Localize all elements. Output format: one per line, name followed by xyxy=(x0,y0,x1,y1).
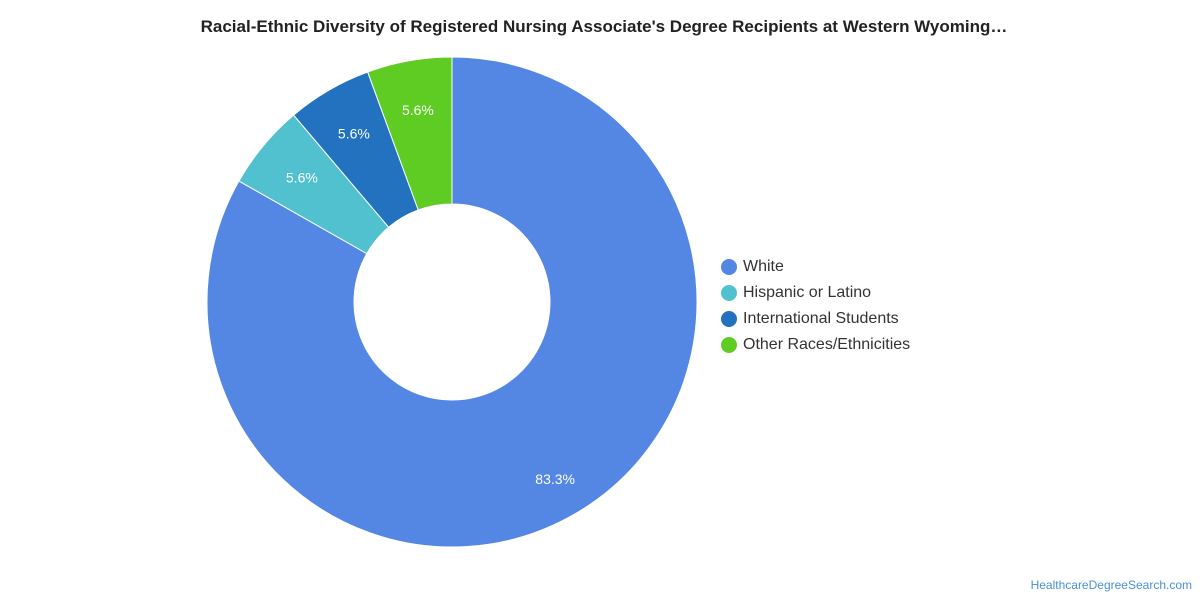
legend-swatch-hispanic-or-latino xyxy=(721,285,737,301)
legend-item-hispanic-or-latino[interactable]: Hispanic or Latino xyxy=(721,280,910,306)
legend-item-white[interactable]: White xyxy=(721,254,910,280)
slice-label-hispanic-or-latino: 5.6% xyxy=(286,170,318,186)
slice-other-races-ethnicities[interactable] xyxy=(367,56,453,211)
legend-item-other-races-ethnicities[interactable]: Other Races/Ethnicities xyxy=(721,332,910,358)
slice-white[interactable] xyxy=(206,56,698,548)
site-watermark-link[interactable]: HealthcareDegreeSearch.com xyxy=(1030,578,1192,592)
legend: White Hispanic or Latino International S… xyxy=(721,254,910,358)
legend-swatch-international-students xyxy=(721,311,737,327)
legend-swatch-other-races-ethnicities xyxy=(721,337,737,353)
legend-label-white: White xyxy=(743,258,784,275)
slice-label-white: 83.3% xyxy=(535,471,575,487)
legend-label-international-students: International Students xyxy=(743,310,899,327)
legend-item-international-students[interactable]: International Students xyxy=(721,306,910,332)
legend-label-hispanic-or-latino: Hispanic or Latino xyxy=(743,284,872,301)
slice-label-other-races-ethnicities: 5.6% xyxy=(402,102,434,118)
legend-swatch-white xyxy=(721,259,737,275)
legend-label-other-races-ethnicities: Other Races/Ethnicities xyxy=(743,336,911,353)
chart-title: Racial-Ethnic Diversity of Registered Nu… xyxy=(200,17,1008,36)
slice-label-international-students: 5.6% xyxy=(338,125,370,141)
